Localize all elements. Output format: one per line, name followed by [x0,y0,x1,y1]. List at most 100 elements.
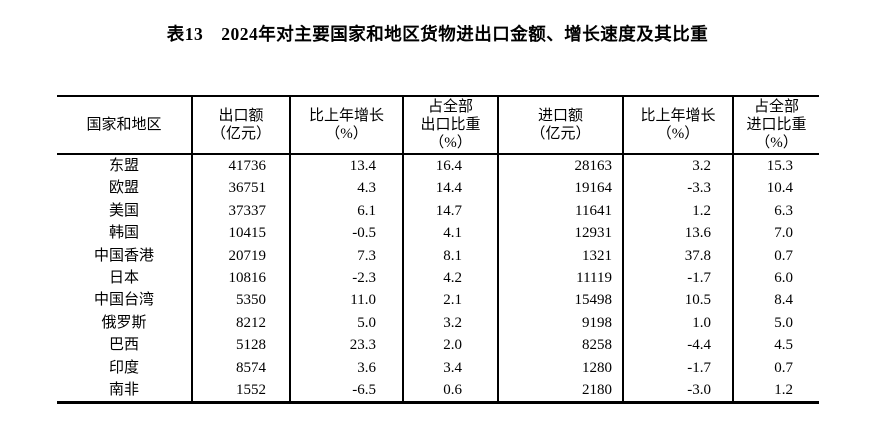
cell-export-growth: 7.3 [290,244,404,268]
cell-export-share: 0.6 [403,379,499,403]
table-row: 中国香港 20719 7.3 8.1 1321 37.8 0.7 [57,244,819,268]
cell-export-growth: -6.5 [290,379,404,403]
row-label: 俄罗斯 [57,311,193,335]
cell-import-amount: 2180 [498,379,624,403]
header-export-amount: 出口额 （亿元） [192,96,291,155]
table-row: 中国台湾 5350 11.0 2.1 15498 10.5 8.4 [57,289,819,312]
table-title: 表13 2024年对主要国家和地区货物进出口金额、增长速度及其比重 [166,24,709,44]
cell-import-share: 1.2 [774,382,793,399]
cell-import-growth: 10.5 [623,289,734,312]
cell-export-amount: 41736 [192,154,291,178]
cell-export-amount: 8574 [192,356,291,380]
cell-import-growth: -1.7 [623,267,734,290]
cell-import-share: 4.5 [774,337,793,354]
header-import-share: 占全部 进口比重 （%） [733,96,819,155]
row-label: 中国香港 [57,244,193,268]
cell-export-amount: 1552 [192,379,291,403]
cell-export-share: 14.7 [403,199,499,223]
cell-export-share: 14.4 [403,177,499,200]
table-row: 美国 37337 6.1 14.7 11641 1.2 6.3 [57,199,819,223]
cell-export-growth: -2.3 [290,267,404,290]
cell-export-growth: 3.6 [290,356,404,380]
header-export-share: 占全部 出口比重 （%） [403,96,499,155]
cell-import-share: 0.7 [774,359,793,376]
cell-import-amount: 12931 [498,222,624,245]
row-label: 印度 [57,356,193,380]
cell-import-share: 5.0 [774,314,793,331]
table-row: 欧盟 36751 4.3 14.4 19164 -3.3 10.4 [57,177,819,200]
cell-export-share: 4.1 [403,222,499,245]
table-row: 南非 1552 -6.5 0.6 2180 -3.0 1.2 [57,379,819,403]
cell-export-growth: 11.0 [290,289,404,312]
cell-export-share: 4.2 [403,267,499,290]
cell-import-amount: 8258 [498,334,624,357]
cell-export-share: 3.2 [403,311,499,335]
cell-export-share: 2.0 [403,334,499,357]
row-label: 美国 [57,199,193,223]
row-label: 巴西 [57,334,193,357]
cell-import-amount: 15498 [498,289,624,312]
cell-export-growth: 23.3 [290,334,404,357]
table-row: 印度 8574 3.6 3.4 1280 -1.7 0.7 [57,356,819,380]
cell-import-amount: 19164 [498,177,624,200]
header-country-region: 国家和地区 [57,96,193,155]
cell-export-amount: 5128 [192,334,291,357]
cell-export-growth: 13.4 [290,154,404,178]
row-label: 中国台湾 [57,289,193,312]
table-row: 韩国 10415 -0.5 4.1 12931 13.6 7.0 [57,222,819,245]
header-export-growth: 比上年增长 （%） [290,96,404,155]
header-import-growth: 比上年增长 （%） [623,96,734,155]
row-label: 南非 [57,379,193,403]
table-body: 东盟 41736 13.4 16.4 28163 3.2 15.3 欧盟 367… [57,154,819,403]
cell-import-growth: -4.4 [623,334,734,357]
cell-export-share: 2.1 [403,289,499,312]
cell-export-amount: 36751 [192,177,291,200]
cell-import-share: 0.7 [774,247,793,264]
cell-export-amount: 8212 [192,311,291,335]
cell-export-growth: 6.1 [290,199,404,223]
cell-export-amount: 5350 [192,289,291,312]
cell-import-growth: -3.0 [623,379,734,403]
header-import-amount: 进口额 （亿元） [498,96,624,155]
cell-import-share: 15.3 [766,158,793,174]
header-row: 国家和地区 出口额 （亿元） 比上年增长 （%） 占全部 出口比重 （%） 进口… [57,96,819,155]
cell-export-growth: 4.3 [290,177,404,200]
cell-import-share: 6.0 [774,270,793,287]
cell-import-amount: 11119 [498,267,624,290]
cell-export-share: 3.4 [403,356,499,380]
cell-export-amount: 37337 [192,199,291,223]
cell-import-growth: -1.7 [623,356,734,380]
cell-export-share: 16.4 [403,154,499,178]
cell-import-growth: 37.8 [623,244,734,268]
cell-import-growth: 1.2 [623,199,734,223]
cell-import-growth: 1.0 [623,311,734,335]
cell-import-amount: 28163 [498,154,624,178]
cell-export-share: 8.1 [403,244,499,268]
cell-export-amount: 20719 [192,244,291,268]
cell-import-amount: 1321 [498,244,624,268]
cell-import-amount: 9198 [498,311,624,335]
cell-import-share: 8.4 [774,292,793,309]
cell-import-growth: -3.3 [623,177,734,200]
cell-export-amount: 10415 [192,222,291,245]
row-label: 日本 [57,267,193,290]
table-header: 国家和地区 出口额 （亿元） 比上年增长 （%） 占全部 出口比重 （%） 进口… [57,96,819,155]
cell-export-growth: -0.5 [290,222,404,245]
table-row: 俄罗斯 8212 5.0 3.2 9198 1.0 5.0 [57,311,819,335]
cell-export-growth: 5.0 [290,311,404,335]
cell-import-growth: 3.2 [623,154,734,178]
cell-import-amount: 1280 [498,356,624,380]
row-label: 欧盟 [57,177,193,200]
row-label: 韩国 [57,222,193,245]
table-row: 巴西 5128 23.3 2.0 8258 -4.4 4.5 [57,334,819,357]
cell-import-growth: 13.6 [623,222,734,245]
cell-export-amount: 10816 [192,267,291,290]
table-row: 东盟 41736 13.4 16.4 28163 3.2 15.3 [57,154,819,178]
cell-import-share: 10.4 [766,180,793,197]
row-label: 东盟 [57,154,193,178]
table-row: 日本 10816 -2.3 4.2 11119 -1.7 6.0 [57,267,819,290]
cell-import-share: 6.3 [774,202,793,219]
cell-import-amount: 11641 [498,199,624,223]
trade-table: 国家和地区 出口额 （亿元） 比上年增长 （%） 占全部 出口比重 （%） 进口… [57,95,819,405]
